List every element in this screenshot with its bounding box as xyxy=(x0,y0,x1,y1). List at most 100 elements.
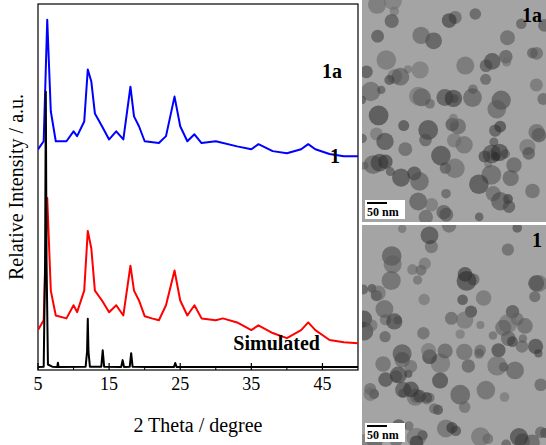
particle xyxy=(419,210,433,222)
particle xyxy=(419,258,431,270)
particle xyxy=(384,0,402,10)
particle xyxy=(487,356,507,376)
particle xyxy=(503,170,519,186)
particle xyxy=(362,162,368,170)
particle xyxy=(362,285,368,295)
particle xyxy=(476,321,484,329)
particle xyxy=(512,225,522,233)
particle xyxy=(537,93,546,105)
particle xyxy=(470,8,482,20)
tem-image: 1a50 nm xyxy=(358,0,546,224)
scale-bar-label: 50 nm xyxy=(367,428,399,442)
image-background xyxy=(362,0,546,222)
particle xyxy=(421,226,439,244)
particle xyxy=(438,343,453,358)
particle xyxy=(456,311,473,328)
particle xyxy=(519,334,528,343)
image-label: 1 xyxy=(532,229,542,251)
particle xyxy=(491,144,508,161)
xrd-line xyxy=(38,20,358,157)
particle xyxy=(392,68,410,86)
series-label: 1 xyxy=(330,145,340,167)
particle xyxy=(451,425,462,436)
particle xyxy=(528,124,544,140)
x-axis-title: 2 Theta / degree xyxy=(133,414,262,437)
particle xyxy=(409,193,427,211)
particle xyxy=(398,120,409,131)
particle xyxy=(491,192,509,210)
xrd-line xyxy=(38,198,358,343)
particle xyxy=(412,61,429,78)
particle-texture xyxy=(362,225,546,445)
particle xyxy=(456,57,474,75)
scale-bar-box xyxy=(365,423,405,442)
particle xyxy=(382,271,401,290)
particle xyxy=(463,88,482,107)
particle xyxy=(375,356,391,372)
particle xyxy=(477,381,496,400)
x-tick-label: 45 xyxy=(313,374,331,394)
scale-bar xyxy=(367,425,387,427)
particle xyxy=(450,385,470,405)
particle xyxy=(459,401,471,413)
particle xyxy=(457,295,468,306)
particle xyxy=(501,440,511,445)
particle xyxy=(362,134,367,143)
particle xyxy=(530,78,543,91)
particle xyxy=(462,359,475,372)
xrd-line xyxy=(38,92,358,367)
particle xyxy=(368,0,386,14)
particle xyxy=(366,319,378,331)
x-tick-label: 15 xyxy=(100,374,118,394)
particle xyxy=(392,169,410,187)
particle xyxy=(492,343,506,357)
particle xyxy=(457,271,477,291)
particle xyxy=(529,291,540,302)
particle xyxy=(376,133,393,150)
particle xyxy=(522,147,535,160)
particle xyxy=(421,343,436,358)
particle xyxy=(384,255,402,273)
particle xyxy=(479,150,491,162)
series-label: 1a xyxy=(322,60,342,82)
particle xyxy=(425,99,435,109)
particle xyxy=(410,435,423,445)
particle xyxy=(413,390,426,403)
particle xyxy=(371,285,386,300)
particle xyxy=(362,96,366,104)
particle xyxy=(500,30,515,45)
particle xyxy=(410,172,429,191)
particle xyxy=(429,403,440,414)
particle xyxy=(384,75,394,85)
particle xyxy=(456,329,465,338)
image-label: 1a xyxy=(522,4,542,26)
x-tick-label: 25 xyxy=(171,374,189,394)
particle xyxy=(445,312,458,325)
particle xyxy=(419,134,432,147)
particle xyxy=(445,90,462,107)
particle xyxy=(375,300,393,318)
particle xyxy=(447,133,461,147)
particle xyxy=(385,14,399,28)
particle xyxy=(369,106,389,126)
particle xyxy=(506,362,524,380)
particle xyxy=(475,213,484,222)
particle xyxy=(432,373,448,389)
particle xyxy=(380,331,391,342)
particle xyxy=(494,121,506,133)
particle xyxy=(371,154,389,172)
series-label: Simulated xyxy=(233,332,320,354)
particle xyxy=(534,349,542,357)
particle xyxy=(371,30,384,43)
particle xyxy=(489,331,498,340)
particle xyxy=(412,27,429,44)
scale-bar-box xyxy=(365,200,405,219)
particle xyxy=(502,244,514,256)
particle-texture xyxy=(362,0,546,222)
particle xyxy=(502,57,511,66)
particle xyxy=(441,189,451,199)
particle xyxy=(476,290,492,306)
particle xyxy=(413,276,422,285)
particle xyxy=(480,74,491,85)
particle xyxy=(530,47,543,60)
